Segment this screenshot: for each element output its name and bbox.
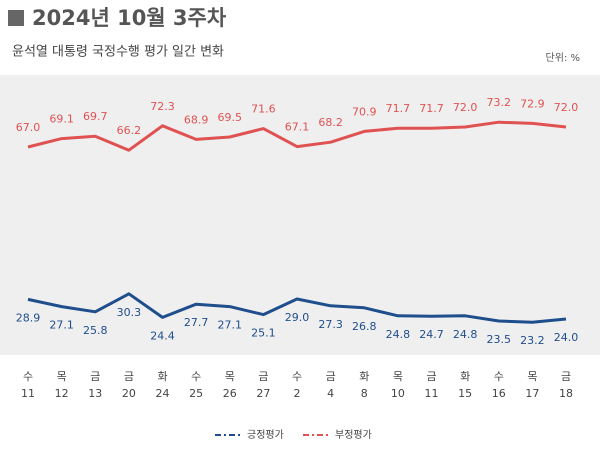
- series-line: [27, 120, 567, 152]
- x-weekday-label: 금: [124, 370, 134, 383]
- data-label: 71.7: [386, 102, 411, 115]
- data-label: 27.1: [49, 319, 74, 332]
- x-tick-label: 20: [122, 387, 136, 400]
- data-label: 68.9: [184, 113, 209, 126]
- x-tick-label: 8: [361, 387, 368, 400]
- x-weekday-label: 금: [561, 370, 571, 383]
- data-label: 25.1: [251, 327, 276, 340]
- data-label: 67.0: [16, 121, 41, 134]
- x-weekday-label: 수: [23, 370, 33, 383]
- x-weekday-label: 화: [460, 370, 470, 383]
- data-label: 66.2: [117, 124, 142, 137]
- x-weekday-label: 목: [225, 370, 235, 383]
- x-tick-label: 11: [21, 387, 35, 400]
- data-label: 24.8: [386, 328, 411, 341]
- x-tick-label: 16: [492, 387, 506, 400]
- x-weekday-label: 목: [57, 370, 67, 383]
- x-tick-label: 27: [256, 387, 270, 400]
- x-tick-label: 13: [88, 387, 102, 400]
- series-line: [27, 292, 567, 324]
- x-weekday-label: 화: [359, 370, 369, 383]
- data-label: 69.5: [218, 111, 243, 124]
- x-tick-label: 2: [294, 387, 301, 400]
- data-label: 72.0: [453, 101, 478, 114]
- data-label: 24.8: [453, 328, 478, 341]
- chart-subtitle: 윤석열 대통령 국정수행 평가 일간 변화: [12, 44, 224, 60]
- x-weekday-label: 목: [393, 370, 403, 383]
- x-weekday-label: 수: [191, 370, 201, 383]
- data-label: 69.7: [83, 110, 108, 123]
- x-weekday-label: 목: [527, 370, 537, 383]
- data-label: 67.1: [285, 121, 310, 134]
- x-weekday-label: 수: [292, 370, 302, 383]
- data-label: 24.0: [554, 331, 579, 344]
- legend-label: 긍정평가: [247, 429, 284, 441]
- x-weekday-label: 금: [326, 370, 336, 383]
- title-icon: [8, 10, 24, 26]
- data-label: 73.2: [487, 96, 512, 109]
- data-label: 71.7: [419, 102, 444, 115]
- data-label: 72.0: [554, 101, 579, 114]
- data-label: 28.9: [16, 311, 41, 324]
- data-label: 29.0: [285, 311, 310, 324]
- x-tick-label: 4: [327, 387, 334, 400]
- x-tick-label: 11: [425, 387, 439, 400]
- data-label: 26.8: [352, 320, 377, 333]
- x-weekday-label: 화: [157, 370, 167, 383]
- x-tick-label: 25: [189, 387, 203, 400]
- chart-title: 2024년 10월 3주차: [32, 6, 227, 30]
- x-weekday-label: 금: [426, 370, 436, 383]
- x-weekday-label: 금: [90, 370, 100, 383]
- x-weekday-label: 금: [258, 370, 268, 383]
- data-label: 23.5: [487, 333, 512, 346]
- data-label: 25.8: [83, 324, 108, 337]
- unit-label: 단위: %: [546, 51, 580, 64]
- x-tick-label: 24: [156, 387, 170, 400]
- data-label: 71.6: [251, 103, 276, 116]
- data-label: 24.7: [419, 328, 444, 341]
- data-label: 70.9: [352, 105, 377, 118]
- data-label: 68.2: [318, 116, 343, 129]
- data-label: 24.4: [150, 329, 175, 342]
- x-tick-label: 10: [391, 387, 405, 400]
- x-tick-label: 15: [458, 387, 472, 400]
- x-tick-label: 12: [55, 387, 69, 400]
- x-weekday-label: 수: [494, 370, 504, 383]
- data-label: 30.3: [117, 306, 142, 319]
- data-label: 72.9: [520, 97, 545, 110]
- data-label: 27.7: [184, 316, 209, 329]
- legend-label: 부정평가: [335, 429, 372, 441]
- data-label: 69.1: [49, 113, 74, 126]
- data-label: 27.1: [218, 319, 243, 332]
- x-tick-label: 18: [559, 387, 573, 400]
- x-tick-label: 17: [525, 387, 539, 400]
- data-label: 72.3: [150, 100, 175, 113]
- x-tick-label: 26: [223, 387, 237, 400]
- data-label: 23.2: [520, 334, 545, 347]
- data-label: 27.3: [318, 318, 343, 331]
